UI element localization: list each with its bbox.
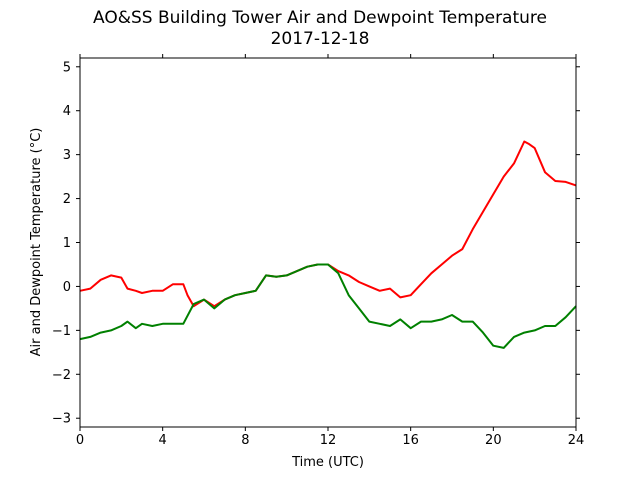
y-tick-label: 3 [63,148,71,163]
x-tick-label: 12 [320,433,337,448]
x-tick-label: 16 [402,433,419,448]
x-tick-label: 4 [159,433,167,448]
y-tick-label: 0 [63,280,71,295]
series-lines [79,140,577,349]
series-line-1 [79,263,577,349]
y-tick-label: 2 [63,192,71,207]
series-line-0 [79,140,577,308]
y-tick-label: −2 [52,368,71,383]
x-axis-label: Time (UTC) [291,455,364,470]
chart-title: AO&SS Building Tower Air and Dewpoint Te… [92,8,547,28]
plot-frame [79,57,577,428]
x-tick-label: 0 [76,433,84,448]
x-axis: 0 4 8 12 16 20 24 [76,54,584,448]
y-tick-label: 5 [63,60,71,75]
x-tick-label: 20 [485,433,502,448]
y-tick-label: 4 [63,104,71,119]
x-tick-label: 24 [568,433,585,448]
y-tick-label: 1 [63,236,71,251]
y-axis-label: Air and Dewpoint Temperature (°C) [29,128,44,357]
y-tick-label: −1 [52,324,71,339]
x-tick-label: 8 [241,433,249,448]
y-axis: −3 −2 −1 0 1 2 3 4 5 [52,60,580,427]
y-tick-label: −3 [52,412,71,427]
chart-subtitle: 2017-12-18 [270,29,370,49]
